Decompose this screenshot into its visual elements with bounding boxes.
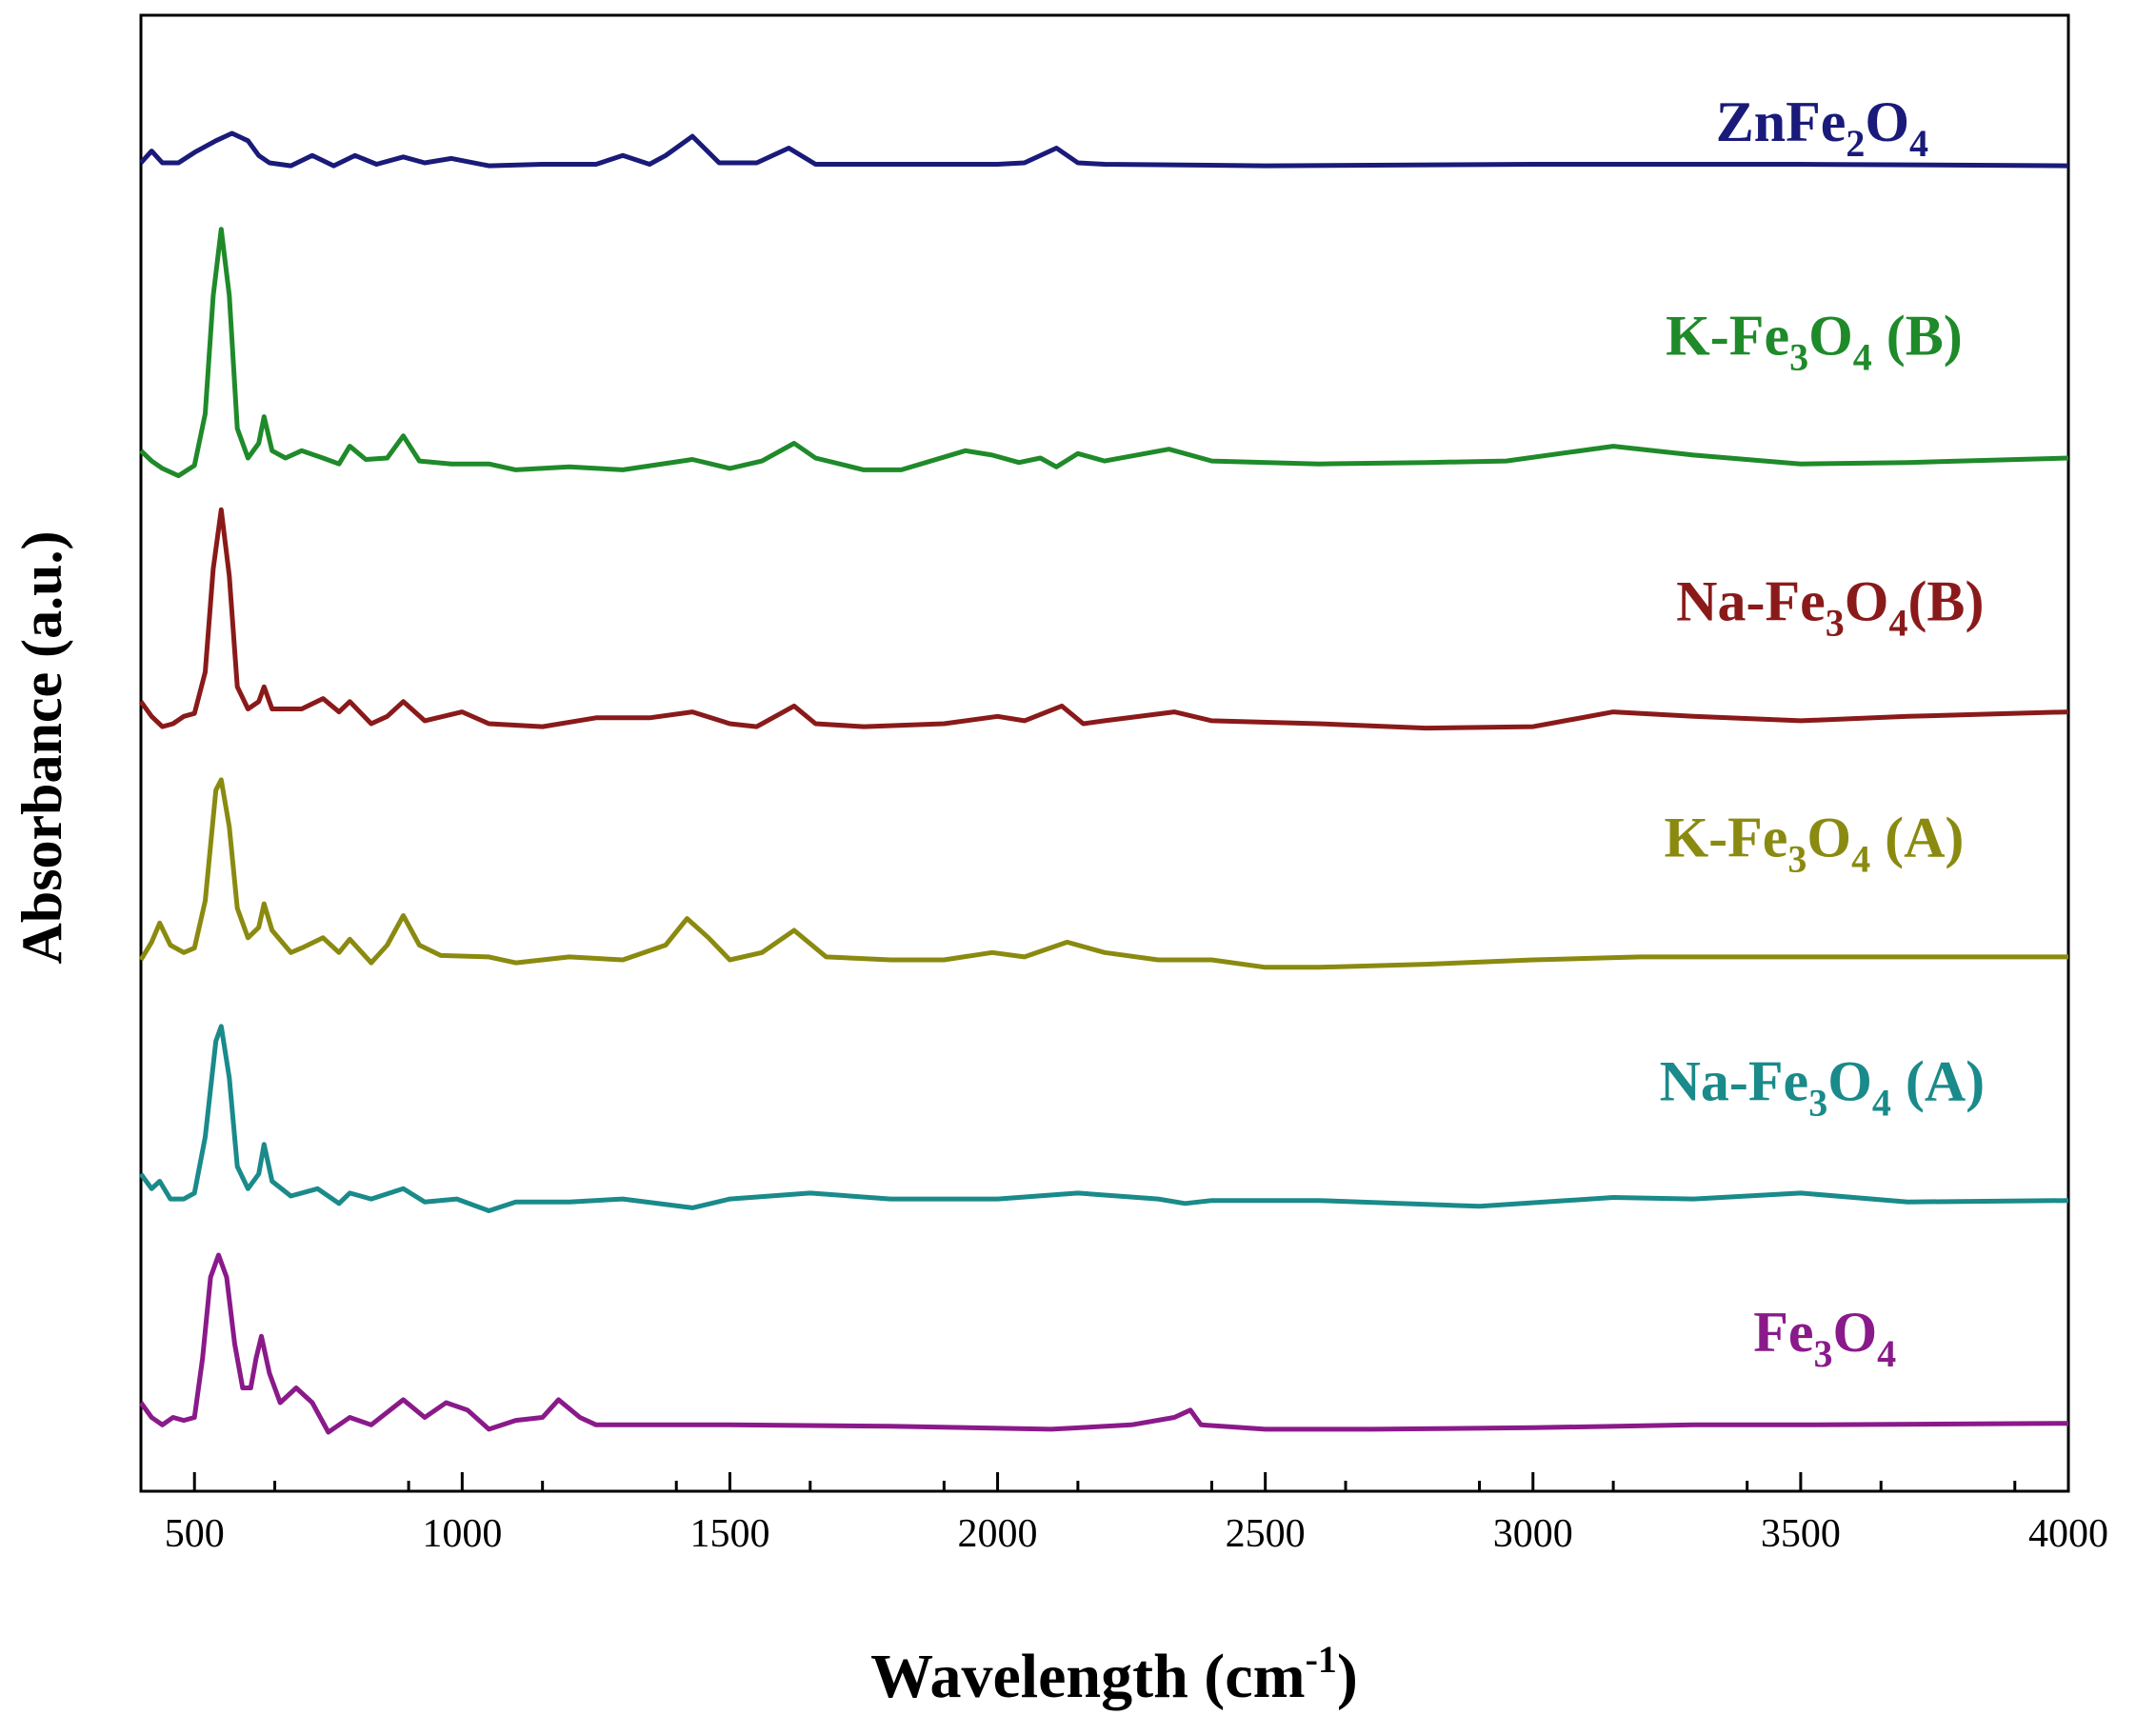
x-tick-label: 500 — [165, 1512, 225, 1556]
x-tick-label: 1500 — [689, 1512, 769, 1556]
series-line-4 — [138, 1024, 2069, 1213]
series-label-1: K-Fe3O4 (B) — [1666, 305, 1963, 379]
series-label-0: ZnFe2O4 — [1716, 90, 1928, 165]
series-labels: ZnFe2O4 K-Fe3O4 (B) Na-Fe3O4(B) K-Fe3O4 (A)… — [1660, 90, 1986, 1375]
series-label-4: Na-Fe3O4 (A) — [1660, 1049, 1986, 1124]
x-axis-label: Wavelength (cm-1) — [870, 1638, 1358, 1711]
series-line-5 — [138, 1252, 2069, 1435]
series-line-2 — [138, 507, 2069, 731]
x-axis-ticks — [139, 1472, 2070, 1491]
series-label-5: Fe3O4 — [1753, 1301, 1896, 1375]
x-tick-label: 1000 — [422, 1512, 502, 1556]
series-label-3: K-Fe3O4 (A) — [1664, 807, 1964, 881]
x-tick-label: 2500 — [1226, 1512, 1306, 1556]
x-axis-label-sup: -1 — [1306, 1638, 1337, 1681]
x-tick-label: 2000 — [958, 1512, 1038, 1556]
series-line-0 — [139, 130, 2069, 169]
x-tick-label: 3000 — [1493, 1512, 1573, 1556]
series-lines — [138, 130, 2069, 1435]
x-axis-label-main: Wavelength (cm — [870, 1642, 1305, 1711]
series-line-3 — [138, 777, 2068, 970]
x-tick-label: 4000 — [2028, 1512, 2108, 1556]
plot-frame — [139, 13, 2070, 1493]
y-axis-label: Absorbance (a.u.) — [10, 530, 73, 964]
x-tick-label: 3500 — [1761, 1512, 1841, 1556]
series-line-1 — [139, 227, 2069, 479]
x-axis-label-close: ) — [1337, 1642, 1358, 1711]
x-axis-tick-labels: 500 1000 1500 2000 2500 3000 3500 4000 — [165, 1512, 2108, 1556]
plot-border — [139, 13, 2070, 1493]
series-label-2: Na-Fe3O4(B) — [1676, 570, 1984, 645]
